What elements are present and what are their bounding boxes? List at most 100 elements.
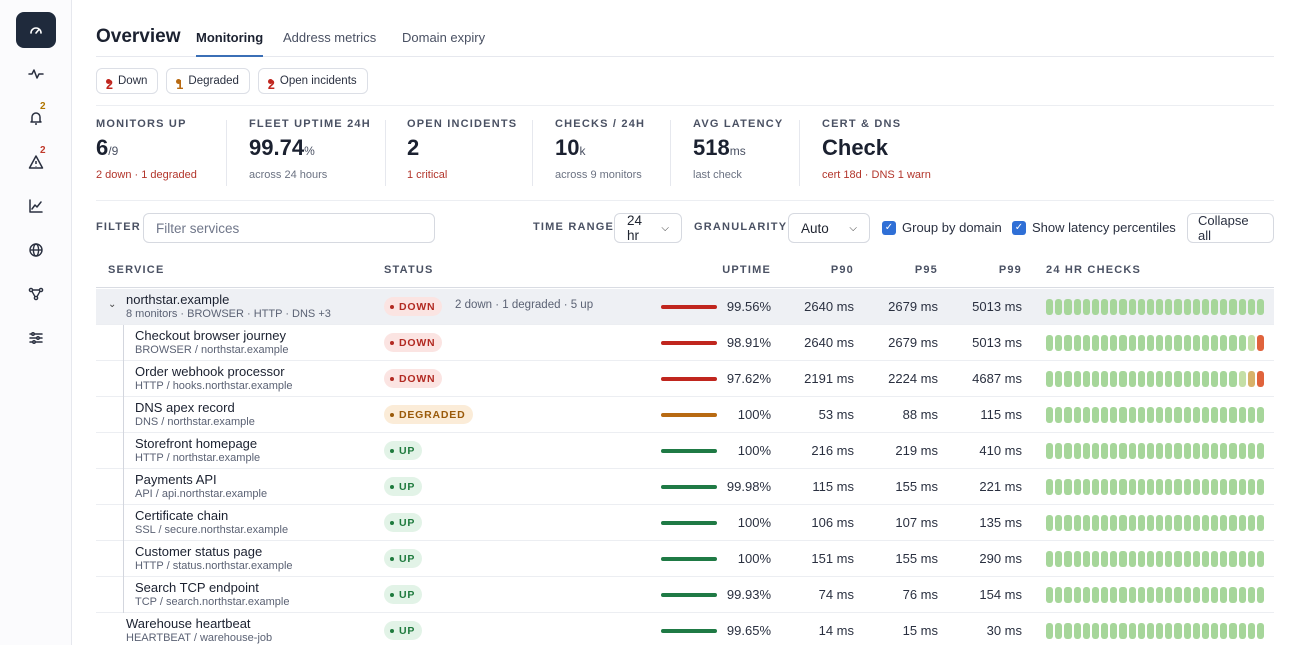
status-dot — [390, 340, 394, 345]
granularity-select[interactable]: Auto ⌵ — [788, 213, 870, 243]
uptime-bar — [661, 485, 717, 489]
table-row[interactable]: Certificate chain SSL / secure.northstar.… — [96, 505, 1274, 541]
checks-strip — [1046, 299, 1265, 315]
stat-sub: 1 critical — [407, 169, 448, 181]
col-uptime[interactable]: UPTIME — [722, 264, 771, 276]
chip-down[interactable]: 2 Down — [96, 68, 159, 94]
table-row[interactable]: Payments API API / api.northstar.example U… — [96, 469, 1274, 505]
table-row[interactable]: Search TCP endpoint TCP / search.northsta… — [96, 577, 1274, 613]
globe-icon[interactable] — [16, 232, 56, 268]
check-tick — [1046, 335, 1054, 351]
check-tick — [1238, 407, 1246, 423]
divider — [799, 120, 800, 186]
sidebar: 2 2 — [0, 0, 72, 645]
col-service[interactable]: SERVICE — [108, 264, 165, 276]
service-name[interactable]: Storefront homepage — [135, 436, 258, 451]
check-tick — [1211, 371, 1219, 387]
chevron-down-icon[interactable]: ⌄ — [108, 299, 117, 310]
check-tick — [1174, 335, 1182, 351]
divider — [96, 105, 1274, 106]
table-row[interactable]: Storefront homepage HTTP / northstar.exam… — [96, 433, 1274, 469]
pulse-icon[interactable] — [16, 56, 56, 92]
tab-domain-expiry[interactable]: Domain expiry — [402, 30, 486, 45]
warning-icon[interactable]: 2 — [16, 144, 56, 180]
check-tick — [1220, 587, 1228, 603]
col-p90[interactable]: P90 — [830, 264, 854, 276]
col-p99[interactable]: P99 — [998, 264, 1022, 276]
service-name[interactable]: Payments API — [135, 472, 217, 487]
check-tick — [1055, 443, 1063, 459]
check-tick — [1046, 371, 1054, 387]
service-name[interactable]: Warehouse heartbeat — [126, 616, 251, 631]
network-icon[interactable] — [16, 276, 56, 312]
check-tick — [1238, 443, 1246, 459]
chip-open-incidents[interactable]: 2 Open incidents — [257, 68, 368, 94]
chip-degraded[interactable]: 1 Degraded — [166, 68, 250, 94]
settings-sliders-icon[interactable] — [16, 320, 56, 356]
collapse-all-button[interactable]: Collapse all — [1187, 213, 1274, 243]
stat-sub: 2 down · 1 degraded — [96, 169, 197, 181]
tab-address-metrics[interactable]: Address metrics — [283, 30, 377, 45]
p95-value: 15 ms — [902, 623, 938, 638]
check-tick — [1146, 587, 1155, 603]
col-p95[interactable]: P95 — [914, 264, 938, 276]
check-tick — [1247, 443, 1255, 459]
service-name[interactable]: northstar.example — [126, 292, 230, 307]
check-tick — [1156, 371, 1164, 387]
check-tick — [1082, 551, 1090, 567]
check-tick — [1073, 479, 1081, 495]
stat-cert-dns: CERT & DNS Check cert 18d · DNS 1 warn — [822, 118, 931, 186]
service-name[interactable]: DNS apex record — [135, 400, 235, 415]
table-row[interactable]: Order webhook processor HTTP / hooks.nort… — [96, 361, 1274, 397]
chip-dot — [176, 78, 182, 84]
service-name[interactable]: Customer status page — [135, 544, 263, 559]
check-tick — [1064, 299, 1072, 315]
check-tick — [1091, 443, 1100, 459]
table-row[interactable]: Warehouse heartbeat HEARTBEAT / warehouse… — [96, 613, 1274, 645]
check-tick — [1064, 407, 1072, 423]
check-tick — [1156, 587, 1164, 603]
check-tick — [1183, 299, 1191, 315]
time-range-label: TIME RANGE — [533, 221, 615, 233]
check-tick — [1046, 407, 1054, 423]
chip-dot — [267, 78, 273, 84]
checks-strip — [1046, 623, 1265, 639]
dashboard-gauge-icon[interactable] — [16, 12, 56, 48]
status-dot — [390, 448, 394, 453]
check-tick — [1229, 371, 1237, 387]
stat-monitors-up: MONITORS UP 6/9 2 down · 1 degraded — [96, 118, 197, 186]
time-range-select[interactable]: 24 hr ⌵ — [614, 213, 682, 243]
col-status[interactable]: STATUS — [384, 264, 434, 276]
service-name[interactable]: Checkout browser journey — [135, 328, 287, 343]
check-tick — [1128, 371, 1136, 387]
uptime-value: 99.65% — [726, 623, 771, 638]
bell-icon[interactable]: 2 — [16, 100, 56, 136]
service-name[interactable]: Order webhook processor — [135, 364, 285, 379]
table-row[interactable]: Checkout browser journey BROWSER / norths… — [96, 325, 1274, 361]
chart-line-icon[interactable] — [16, 188, 56, 224]
check-tick — [1211, 335, 1219, 351]
check-tick — [1073, 587, 1081, 603]
check-tick — [1165, 371, 1173, 387]
tab-monitoring[interactable]: Monitoring — [196, 30, 264, 57]
stat-open-incidents: OPEN INCIDENTS 2 1 critical — [407, 118, 517, 186]
group-by-domain-checkbox[interactable]: ✓ Group by domain — [882, 220, 1002, 235]
service-name[interactable]: Certificate chain — [135, 508, 229, 523]
check-tick — [1220, 443, 1228, 459]
service-name[interactable]: Search TCP endpoint — [135, 580, 259, 595]
check-tick — [1247, 407, 1255, 423]
check-tick — [1229, 515, 1237, 531]
divider — [385, 120, 386, 186]
check-tick — [1201, 299, 1210, 315]
p99-value: 30 ms — [986, 623, 1022, 638]
group-row[interactable]: ⌄ northstar.example 8 monitors · BROWSER ·… — [96, 289, 1274, 325]
check-tick — [1064, 551, 1072, 567]
table-row[interactable]: DNS apex record DNS / northstar.example DE… — [96, 397, 1274, 433]
show-latency-checkbox[interactable]: ✓ Show latency percentiles — [1012, 220, 1176, 235]
uptime-bar — [661, 341, 717, 345]
table-row[interactable]: Customer status page HTTP / status.norths… — [96, 541, 1274, 577]
filter-input[interactable] — [143, 213, 435, 243]
check-tick — [1220, 371, 1228, 387]
check-tick — [1247, 551, 1255, 567]
check-tick — [1091, 407, 1100, 423]
